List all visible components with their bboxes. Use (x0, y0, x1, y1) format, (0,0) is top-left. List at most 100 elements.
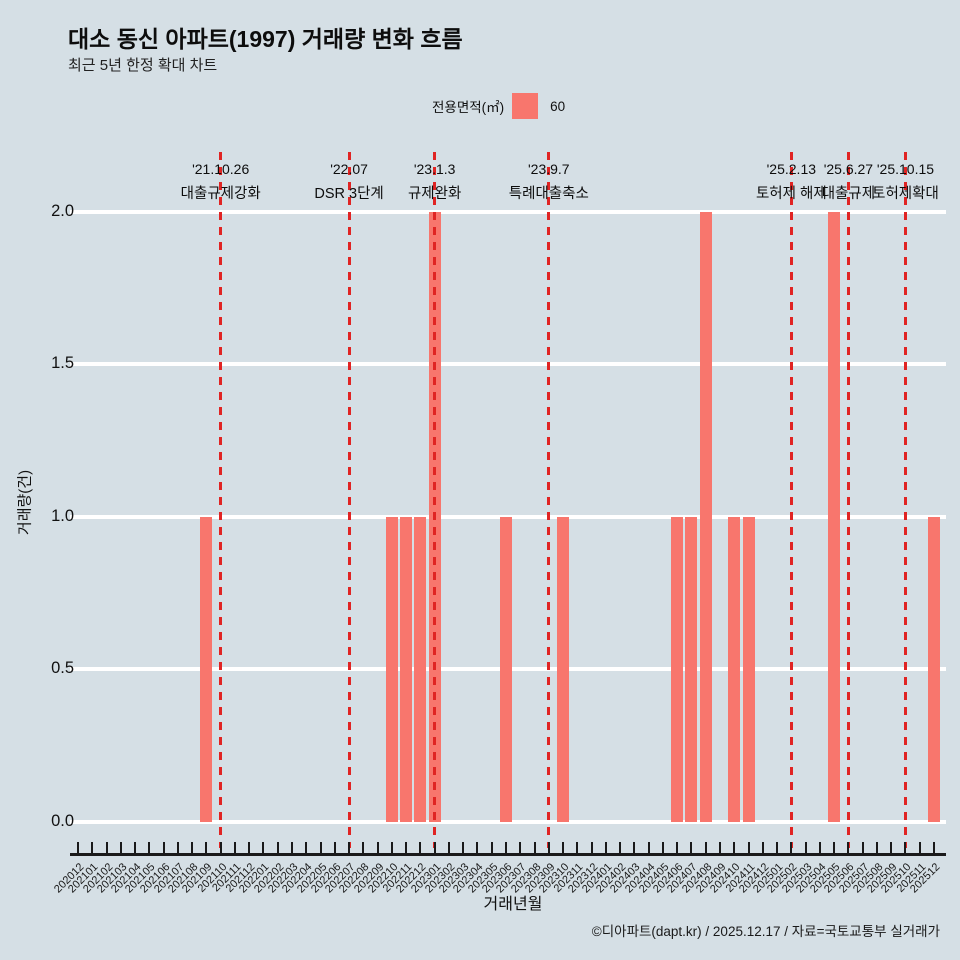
bar-202306 (500, 516, 512, 822)
event-date: '23.1.3 (413, 161, 456, 177)
page-title: 대소 동신 아파트(1997) 거래량 변화 흐름 (68, 26, 463, 52)
x-tick (719, 842, 721, 853)
x-tick (890, 842, 893, 853)
x-tick (790, 842, 793, 853)
x-axis-title: 거래년월 (483, 896, 543, 913)
x-tick (105, 842, 108, 853)
bar-202512 (928, 516, 940, 822)
x-tick (362, 842, 365, 853)
x-tick (419, 842, 422, 853)
x-tick (476, 842, 479, 853)
bar-202210 (385, 516, 398, 822)
x-tick (690, 842, 693, 853)
x-tick (505, 842, 507, 853)
y-tick-label: 1.0 (51, 506, 74, 525)
gridline-0.0 (70, 820, 946, 824)
event-label: 토허제 해제 (755, 186, 827, 202)
x-tick (676, 842, 679, 853)
event-label: 특례대출축소 (508, 186, 589, 202)
x-axis-line (70, 853, 946, 856)
event-line-202510 (903, 152, 907, 848)
legend-swatch (512, 93, 539, 119)
bar-202410 (728, 516, 741, 822)
x-tick (547, 842, 550, 853)
x-tick (291, 842, 293, 853)
bar-202408 (699, 211, 712, 822)
bar-202211 (400, 516, 413, 822)
x-tick (205, 842, 208, 853)
x-tick (390, 842, 393, 853)
x-tick (833, 842, 836, 853)
bar-202109 (200, 516, 213, 822)
x-tick (562, 842, 565, 853)
x-tick (134, 842, 137, 853)
x-tick (533, 842, 536, 853)
x-tick (305, 842, 308, 853)
x-tick (248, 842, 251, 853)
legend-label: 전용면적(㎡) (432, 100, 505, 115)
bar-202406 (671, 516, 684, 822)
x-tick (77, 842, 79, 853)
event-label: 대출규제 (821, 186, 876, 202)
x-tick (447, 842, 450, 853)
event-date: '22.07 (330, 161, 368, 177)
x-tick (761, 842, 764, 853)
legend: 전용면적(㎡) 60 (432, 93, 565, 119)
x-tick (433, 842, 436, 853)
x-tick (647, 842, 650, 853)
x-tick (462, 842, 465, 853)
x-tick (176, 842, 179, 853)
bar-202407 (685, 516, 698, 822)
x-tick (191, 842, 194, 853)
bar-202310 (557, 516, 570, 822)
x-tick (604, 842, 607, 853)
event-label: 대출규제강화 (180, 186, 261, 202)
event-line-202506 (846, 152, 850, 848)
y-tick-label: 1.5 (51, 354, 74, 373)
gridline-2.0 (70, 209, 946, 214)
event-date: '23.9.7 (527, 161, 570, 177)
x-tick (519, 842, 522, 853)
x-tick (904, 842, 907, 853)
bar-202411 (742, 516, 755, 822)
x-tick (276, 842, 279, 853)
x-tick (490, 842, 493, 853)
event-line-202207 (347, 152, 351, 848)
x-tick (405, 842, 408, 853)
event-date: '21.10.26 (192, 161, 250, 177)
x-tick (933, 842, 935, 853)
x-tick (861, 842, 864, 853)
x-tick (348, 842, 351, 853)
x-tick (148, 842, 151, 853)
y-axis-title: 거래량(건) (16, 469, 34, 536)
x-tick (733, 842, 736, 853)
event-label: 토허제확대 (872, 186, 939, 202)
bar-202505 (828, 211, 841, 822)
bar-202212 (414, 516, 427, 822)
x-tick (918, 842, 921, 853)
x-tick (376, 842, 379, 853)
page-subtitle: 최근 5년 한정 확대 차트 (68, 57, 218, 74)
x-tick (333, 842, 336, 853)
x-tick (633, 842, 636, 853)
x-tick (847, 842, 850, 853)
x-tick (119, 842, 122, 853)
x-tick (219, 842, 222, 853)
y-tick-label: 2.0 (51, 201, 74, 220)
x-tick (704, 842, 707, 853)
event-date: '25.6.27 (823, 161, 874, 177)
y-tick-label: 0.0 (51, 812, 74, 830)
x-tick (818, 842, 821, 853)
x-tick (661, 842, 664, 853)
x-tick (619, 842, 622, 853)
x-tick (804, 842, 807, 853)
x-tick (233, 842, 236, 853)
legend-value: 60 (550, 98, 566, 114)
event-label: DSR 3단계 (314, 186, 384, 202)
x-tick (576, 842, 579, 853)
event-line-202502 (789, 152, 793, 848)
x-tick (776, 842, 779, 853)
y-tick-label: 0.5 (51, 659, 74, 678)
gridline-1.5 (70, 362, 946, 367)
